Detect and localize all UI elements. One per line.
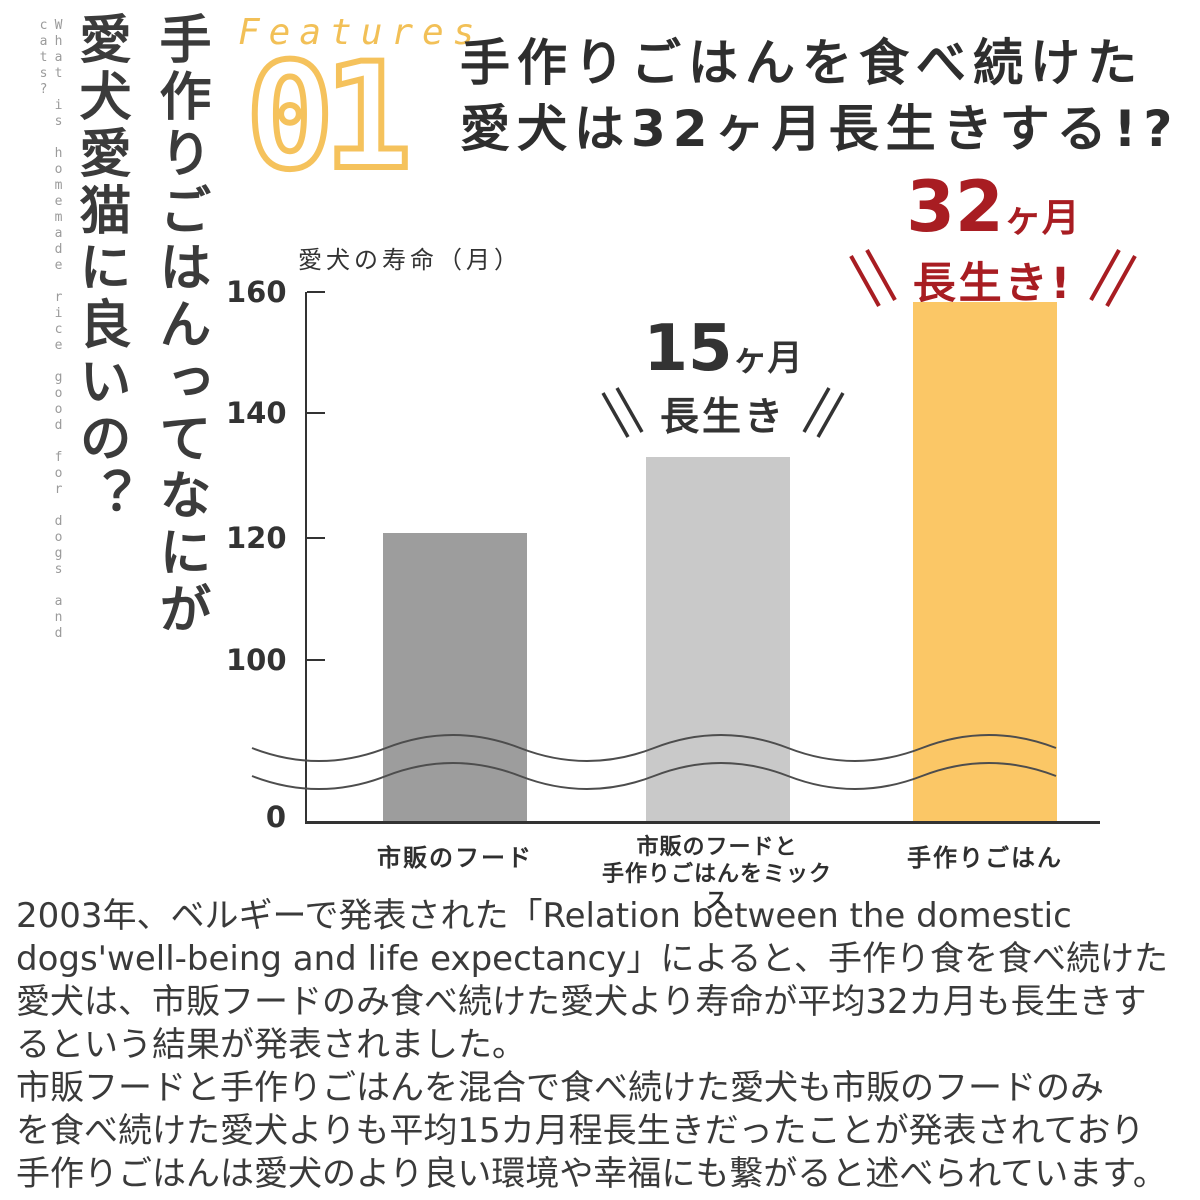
y-tick-label-0: 0 — [265, 800, 286, 834]
annotation-15-value: 15 — [643, 312, 733, 386]
vertical-headline-line2: 愛犬愛猫に良いの？ — [70, 12, 130, 525]
y-tick-label-140: 140 — [226, 396, 287, 430]
emphasis-slash-right-icon — [802, 387, 845, 438]
vertical-english-tagline: What is homemade rice good for dogs and … — [36, 18, 66, 642]
annotation-32-unit: ヶ月 — [1003, 196, 1080, 240]
annotation-15-unit: ヶ月 — [732, 339, 803, 379]
annotation-32-label: 長生き! — [912, 259, 1074, 309]
x-label-homemade-food: 手作りごはん — [907, 844, 1063, 872]
features-label: Features — [238, 12, 484, 53]
emphasis-slash-left-icon — [848, 249, 897, 307]
x-axis-line — [305, 821, 1100, 824]
features-number: 01 — [243, 32, 415, 202]
y-tick-mark-120 — [307, 537, 325, 539]
axis-break-waves — [251, 734, 1057, 790]
body-line: 市販フードと手作りごはんを混合で食べ続けた愛犬も市販のフードのみ — [16, 1068, 1104, 1108]
annotation-32-value: 32 — [906, 166, 1004, 248]
bar-commercial-food — [383, 533, 527, 821]
x-label-mixed-food: 市販のフードと 手作りごはんをミックス — [601, 835, 832, 914]
x-label-commercial-food: 市販のフード — [377, 844, 533, 872]
y-tick-label-100: 100 — [226, 643, 287, 677]
page-title-line1: 手作りごはんを食べ続けた — [460, 34, 1144, 92]
y-tick-label-120: 120 — [226, 521, 287, 555]
vertical-headline: 手作りごはんってなにが 愛犬愛猫に良いの？ — [60, 12, 220, 732]
emphasis-slash-left-icon — [601, 387, 644, 438]
body-line: を食べ続けた愛犬よりも平均15カ月程長生きだったことが発表されており — [16, 1111, 1145, 1151]
page-title-line2: 愛犬は32ヶ月長生きする!? — [460, 100, 1180, 158]
body-line: 愛犬は、市販フードのみ食べ続けた愛犬より寿命が平均32カ月も長生きす — [16, 982, 1147, 1022]
emphasis-slash-right-icon — [1089, 249, 1138, 307]
body-line: 手作りごはんは愛犬のより良い環境や幸福にも繋がると述べられています。 — [16, 1154, 1167, 1194]
y-axis-title: 愛犬の寿命（月） — [298, 246, 522, 274]
y-tick-label-160: 160 — [226, 275, 287, 309]
body-line: 2003年、ベルギーで発表された「Relation between the do… — [16, 896, 1072, 936]
page-title: 手作りごはんを食べ続けた 愛犬は32ヶ月長生きする!? — [460, 30, 1179, 162]
y-tick-mark-140 — [307, 412, 325, 414]
annotation-15-months: 15ヶ月 長生き — [558, 312, 888, 442]
y-axis-line — [305, 292, 307, 823]
body-line: dogs'well-being and life expectancy」によると… — [16, 939, 1168, 979]
vertical-headline-line1: 手作りごはんってなにが — [150, 12, 210, 639]
annotation-15-label: 長生き — [659, 395, 786, 440]
annotation-32-months: 32ヶ月 長生き! — [828, 166, 1158, 312]
y-tick-mark-100 — [307, 659, 325, 661]
body-paragraph: 2003年、ベルギーで発表された「Relation between the do… — [16, 895, 1194, 1196]
bar-mixed-food — [646, 457, 790, 821]
body-line: るという結果が発表されました。 — [16, 1025, 526, 1065]
y-tick-mark-160 — [307, 291, 325, 293]
